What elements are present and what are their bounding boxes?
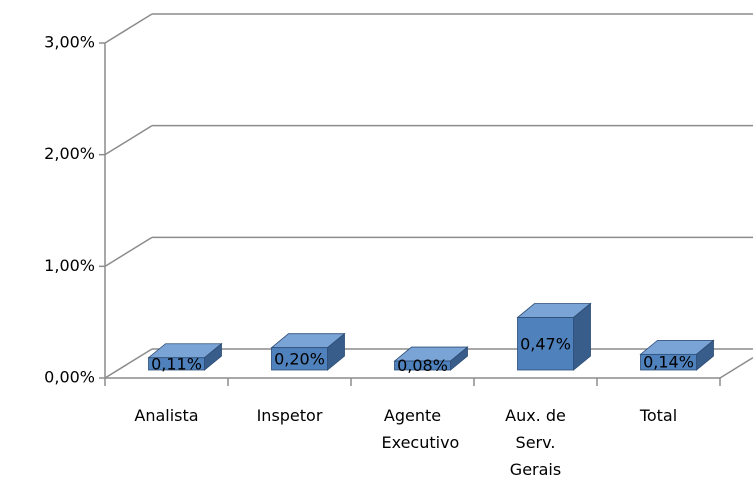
value-label: 0,14% xyxy=(643,353,694,372)
value-label: 0,11% xyxy=(151,354,202,373)
floor-right xyxy=(719,357,753,379)
grid-line xyxy=(104,125,153,156)
value-label: 0,20% xyxy=(274,349,325,368)
bar xyxy=(148,357,205,371)
y-tick-label: 1,00% xyxy=(44,256,95,275)
bar xyxy=(271,347,328,371)
x-tick-label: Inspetor xyxy=(256,406,323,425)
grid-line xyxy=(104,13,153,44)
x-tick-label: Analista xyxy=(134,406,199,425)
bar xyxy=(517,317,574,371)
x-tick-label: Agente Executivo xyxy=(381,406,460,452)
value-label: 0,47% xyxy=(520,334,571,353)
bar xyxy=(394,360,451,371)
grid-line xyxy=(104,236,153,267)
grid-line xyxy=(104,348,153,379)
bar xyxy=(640,353,697,371)
value-label: 0,08% xyxy=(397,356,448,375)
y-tick-label: 0,00% xyxy=(44,368,95,387)
x-tick-label: Total xyxy=(639,406,678,425)
x-tick-label: Aux. de Serv. Gerais xyxy=(505,406,566,479)
y-tick-label: 3,00% xyxy=(44,33,95,52)
y-tick-label: 2,00% xyxy=(44,144,95,163)
